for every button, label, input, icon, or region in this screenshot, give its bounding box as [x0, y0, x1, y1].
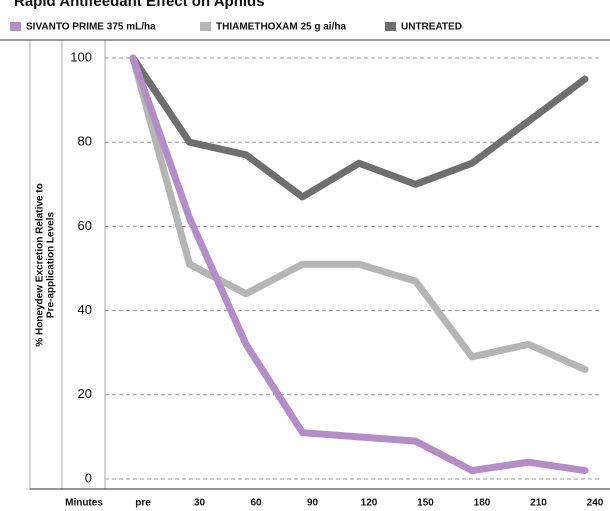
- legend-swatch: [200, 22, 211, 31]
- x-axis-label: Minutes: [65, 498, 103, 509]
- y-axis-label-line: % Honeydew Excretion Relative to: [35, 183, 46, 346]
- y-axis-label: % Honeydew Excretion Relative to Pre-app…: [35, 183, 57, 346]
- x-tick-label: 180: [474, 498, 491, 509]
- legend-label: THIAMETHOXAM 25 g ai/ha: [216, 22, 346, 33]
- legend-swatch: [10, 22, 21, 31]
- y-tick-label: 100: [70, 49, 92, 64]
- y-tick-label: 60: [78, 218, 92, 233]
- x-tick-label: 240: [587, 498, 604, 509]
- x-tick-label: 30: [194, 498, 206, 509]
- x-tick-label: 210: [530, 498, 547, 509]
- series-line: [129, 54, 589, 374]
- x-tick-label: 90: [307, 498, 319, 509]
- x-tick-label: 60: [250, 498, 262, 509]
- chart-title: Rapid Antifeedant Effect on Aphids: [14, 0, 265, 10]
- x-tick-label: pre: [135, 498, 151, 509]
- y-tick-label: 40: [78, 302, 92, 317]
- legend-label: UNTREATED: [401, 22, 462, 33]
- y-tick-label: 0: [85, 470, 92, 485]
- y-axis-label-line: Pre-application Levels: [46, 211, 57, 318]
- x-tick-label: 150: [417, 498, 434, 509]
- y-tick-label: 80: [78, 134, 92, 149]
- series-line: [129, 54, 589, 201]
- x-tick-label: 120: [361, 498, 378, 509]
- legend-label: SIVANTO PRIME 375 mL/ha: [26, 22, 156, 33]
- legend-swatch: [385, 22, 396, 31]
- y-tick-label: 20: [78, 386, 92, 401]
- series-line: [129, 54, 589, 475]
